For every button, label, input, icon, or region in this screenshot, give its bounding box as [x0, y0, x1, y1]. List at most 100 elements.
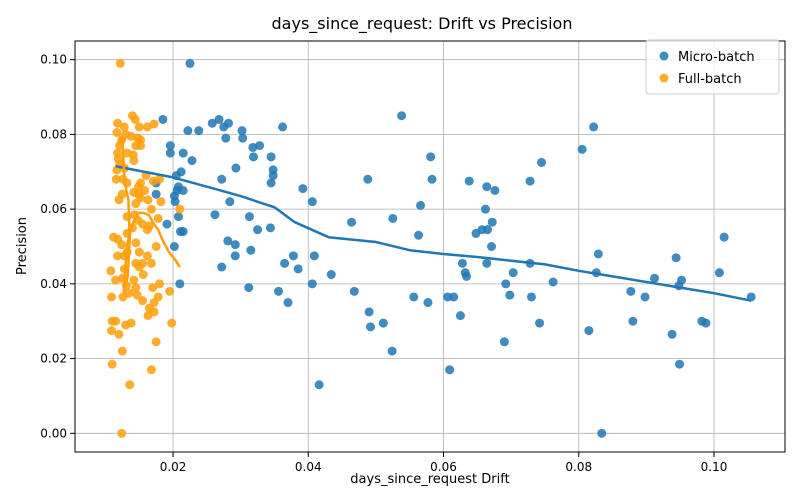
data-point — [151, 189, 161, 199]
data-point — [397, 111, 407, 121]
data-point — [714, 268, 724, 278]
data-point — [525, 176, 535, 186]
data-point — [426, 152, 436, 162]
data-point — [455, 311, 465, 321]
data-point — [136, 141, 146, 151]
data-point — [589, 122, 599, 132]
data-point — [175, 204, 185, 214]
data-point — [113, 251, 123, 261]
data-point — [298, 184, 308, 194]
data-point — [113, 118, 123, 128]
data-point — [457, 258, 467, 268]
data-point — [487, 242, 497, 251]
data-point — [111, 275, 121, 285]
y-tick-label: 0.10 — [40, 53, 67, 67]
y-tick-label: 0.02 — [40, 352, 67, 366]
data-point — [155, 279, 165, 289]
data-point — [214, 114, 224, 124]
data-point — [142, 225, 152, 235]
data-point — [125, 380, 135, 390]
data-point — [266, 178, 276, 188]
data-point — [175, 279, 185, 289]
data-point — [148, 176, 158, 186]
data-point — [364, 307, 374, 317]
data-point — [178, 227, 188, 237]
data-point — [107, 292, 117, 302]
data-point — [146, 365, 156, 375]
legend-marker-full-batch — [659, 73, 669, 83]
data-point — [217, 262, 227, 272]
data-point — [112, 128, 122, 138]
data-point — [114, 195, 124, 205]
data-point — [577, 144, 587, 154]
y-tick-label: 0.08 — [40, 127, 67, 141]
data-point — [225, 197, 235, 207]
data-point — [626, 286, 636, 296]
data-point — [246, 245, 256, 255]
data-point — [117, 428, 127, 438]
data-markers — [106, 58, 756, 438]
data-point — [409, 292, 419, 302]
data-point — [162, 219, 172, 229]
data-point — [118, 292, 128, 302]
data-point — [111, 316, 121, 326]
data-point — [268, 171, 278, 181]
legend-label-full-batch: Full-batch — [678, 72, 742, 87]
y-axis-ticks: 0.00 0.02 0.04 0.06 0.08 0.10 — [40, 53, 75, 440]
data-point — [129, 275, 139, 285]
data-point — [230, 240, 240, 250]
data-point — [132, 290, 142, 300]
y-tick-label: 0.04 — [40, 277, 67, 291]
y-axis-label: Precision — [15, 217, 30, 275]
data-point — [129, 156, 139, 166]
data-point — [266, 152, 276, 162]
data-point — [117, 240, 127, 250]
data-point — [237, 126, 247, 136]
data-point — [142, 251, 152, 261]
data-point — [165, 286, 175, 296]
data-point — [153, 213, 163, 223]
data-point — [347, 217, 357, 227]
data-point — [471, 228, 481, 238]
data-point — [231, 163, 241, 173]
data-point — [151, 337, 161, 347]
data-point — [217, 174, 227, 184]
data-point — [187, 156, 197, 166]
data-point — [244, 212, 254, 222]
data-point — [701, 318, 711, 328]
legend: Micro-batch Full-batch — [645, 39, 780, 95]
legend-marker-micro-batch — [659, 51, 669, 61]
data-point — [106, 266, 116, 276]
data-point — [326, 270, 336, 280]
data-point — [487, 217, 497, 227]
data-point — [117, 346, 127, 356]
data-point — [675, 359, 685, 369]
data-point — [178, 148, 188, 158]
data-point — [207, 118, 217, 128]
data-point — [597, 428, 607, 438]
data-point — [109, 232, 119, 242]
data-point — [130, 114, 140, 124]
data-point — [293, 264, 303, 274]
data-point — [535, 318, 545, 328]
data-point — [151, 242, 161, 251]
x-tick-label: 0.06 — [430, 460, 457, 474]
data-point — [349, 286, 359, 296]
data-point — [107, 326, 117, 336]
data-point — [640, 292, 650, 302]
data-point — [288, 251, 298, 261]
trend-line-full-batch — [119, 135, 181, 295]
data-point — [111, 174, 121, 184]
data-point — [462, 271, 472, 281]
data-point — [149, 119, 159, 129]
data-point — [221, 133, 231, 143]
data-point — [146, 258, 156, 268]
data-point — [121, 320, 131, 330]
x-tick-label: 0.02 — [160, 460, 187, 474]
data-point — [482, 182, 492, 192]
data-point — [526, 292, 536, 302]
data-point — [131, 283, 141, 293]
data-point — [427, 174, 437, 184]
data-point — [378, 318, 388, 328]
